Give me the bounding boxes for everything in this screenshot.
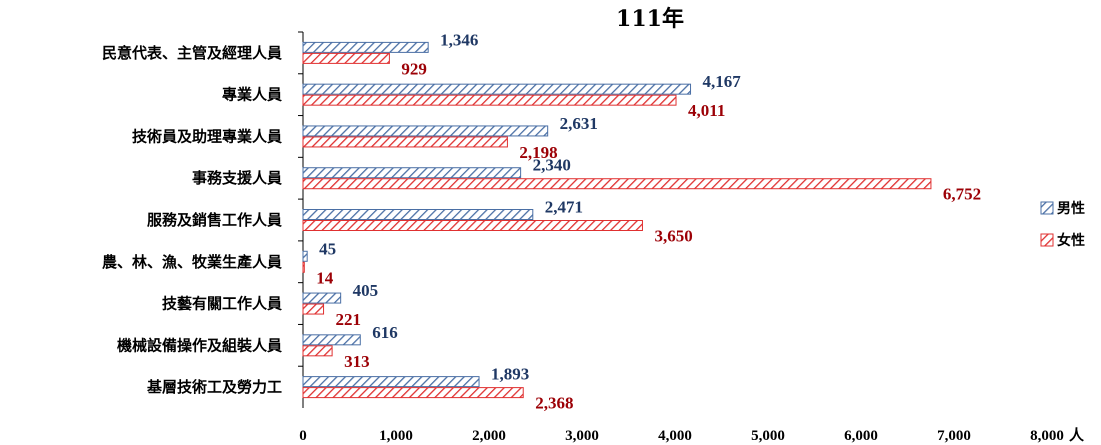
bar-male: [302, 83, 692, 95]
bar-female: [302, 94, 677, 106]
x-tick-label: 3,000: [565, 428, 599, 444]
data-label-female: 4,011: [688, 101, 725, 120]
data-label-female: 2,368: [535, 394, 573, 413]
bar-female: [302, 136, 508, 148]
x-tick-label: 2,000: [472, 428, 506, 444]
data-label-female: 313: [344, 352, 370, 371]
legend-swatch-female: [1040, 233, 1054, 247]
legend-label-male: 男性: [1057, 200, 1085, 217]
category-label: 基層技術工及勞力工: [146, 378, 282, 396]
x-tick-label: 4,000: [658, 428, 692, 444]
axis-layer: 0 1,000 2,000 3,000 4,000 5,000 6,000 7,000 8,00…: [102, 31, 1085, 444]
data-label-male: 2,471: [545, 198, 583, 217]
chart-title: 111年: [616, 6, 684, 32]
bar-female: [302, 220, 643, 231]
data-label-male: 4,167: [703, 72, 742, 91]
bar-male: [302, 167, 522, 179]
bar-male: [302, 292, 342, 304]
data-label-female: 14: [316, 268, 334, 287]
bar-female: [302, 261, 305, 273]
category-label: 民意代表、主管及經理人員: [102, 44, 282, 62]
x-axis-unit: 人: [1069, 427, 1085, 444]
category-label: 事務支援人員: [192, 169, 282, 187]
data-label-male: 2,631: [560, 114, 598, 133]
bar-female: [302, 387, 524, 399]
data-label-female: 3,650: [654, 227, 692, 246]
category-label: 技術員及助理專業人員: [132, 127, 282, 145]
bar-female: [302, 178, 932, 190]
bar-female: [302, 303, 325, 315]
legend-label-female: 女性: [1057, 232, 1085, 249]
data-label-female: 929: [401, 59, 427, 78]
x-tick-label: 5,000: [751, 428, 785, 444]
data-label-female: 2,198: [519, 143, 557, 162]
bar-female: [302, 52, 390, 64]
x-tick-label: 8,000: [1030, 428, 1064, 444]
x-tick-label: 6,000: [844, 428, 878, 444]
bar-male: [302, 376, 480, 388]
bar-female: [302, 345, 333, 357]
category-label: 機械設備操作及組裝人員: [117, 336, 282, 354]
data-label-male: 405: [353, 281, 379, 300]
data-label-male: 2,340: [533, 156, 571, 175]
bar-male: [302, 125, 549, 137]
bar-male: [302, 209, 534, 220]
data-label-male: 1,346: [440, 30, 478, 49]
x-tick-label: 7,000: [937, 428, 971, 444]
data-label-male: 616: [372, 323, 398, 342]
x-tick-label: 1,000: [379, 428, 413, 444]
category-label: 技藝有關工作人員: [162, 295, 282, 313]
x-tick-label: 0: [299, 428, 307, 444]
legend-swatch-male: [1040, 201, 1054, 215]
category-label: 專業人員: [222, 86, 282, 104]
bar-male: [302, 334, 361, 346]
category-label: 服務及銷售工作人員: [147, 211, 282, 229]
legend: 男性 女性: [1040, 200, 1085, 249]
bar-male: [302, 41, 429, 53]
bar-male: [302, 250, 308, 262]
data-label-male: 1,893: [491, 365, 529, 384]
data-label-female: 6,752: [943, 185, 981, 204]
data-label-female: 221: [336, 310, 362, 329]
data-label-male: 45: [319, 239, 336, 258]
category-label: 農、林、漁、牧業生產人員: [102, 253, 282, 271]
